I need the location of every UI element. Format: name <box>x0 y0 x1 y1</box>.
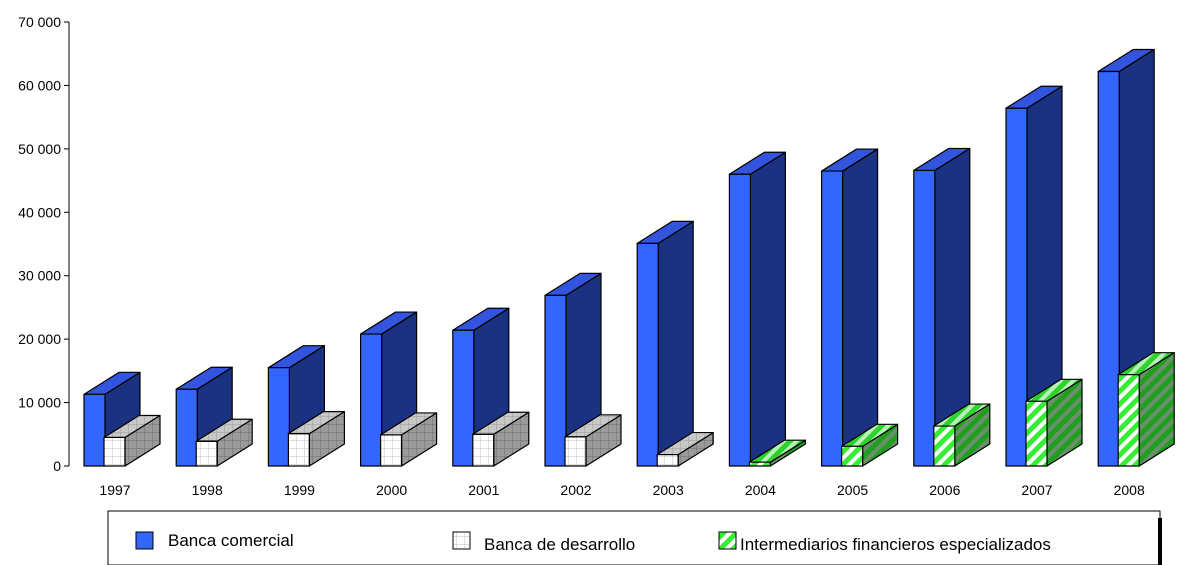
y-tick-label: 0 <box>53 458 61 474</box>
y-tick-label: 70 000 <box>18 14 61 30</box>
bar-banca-comercial-2006 <box>913 147 971 467</box>
legend-swatch-banca-comercial <box>135 531 154 550</box>
bar-banca-desarrollo-2002 <box>564 414 622 467</box>
legend-label-banca-desarrollo: Banca de desarrollo <box>484 535 635 554</box>
legend-label-banca-comercial: Banca comercial <box>168 531 294 550</box>
x-axis-labels: 1997 1998 1999 2000 2001 2002 2003 2004 2005 2006… <box>99 482 1145 498</box>
bar-intermediarios-2007 <box>1025 378 1083 467</box>
bar-intermediarios-2006 <box>933 403 991 467</box>
bar-banca-comercial-2004 <box>728 151 787 467</box>
bar-banca-desarrollo-2001 <box>472 411 530 467</box>
y-tick-label: 50 000 <box>18 141 61 157</box>
y-tick-label: 20 000 <box>18 331 61 347</box>
bar-banca-desarrollo-2000 <box>380 412 438 467</box>
x-tick-label: 2001 <box>468 482 499 498</box>
bar-intermediarios-2004 <box>748 439 807 467</box>
bar-banca-comercial-2005 <box>820 148 879 467</box>
y-axis: 0 10 000 20 000 30 000 40 000 50 000 60 000 70 … <box>18 14 70 474</box>
legend-label-intermediarios: Intermediarios financieros especializado… <box>740 535 1051 554</box>
x-tick-label: 2000 <box>376 482 407 498</box>
x-tick-label: 2004 <box>745 482 776 498</box>
bar-banca-comercial-2003 <box>636 220 694 467</box>
x-tick-label: 1998 <box>192 482 223 498</box>
x-tick-label: 2002 <box>560 482 591 498</box>
bar-intermediarios-2005 <box>840 423 899 467</box>
bar-banca-desarrollo-2003 <box>656 431 714 467</box>
bar-banca-comercial-2001 <box>452 307 510 467</box>
bar-banca-comercial-2002 <box>544 272 602 467</box>
x-tick-label: 2003 <box>653 482 684 498</box>
x-tick-label: 1999 <box>284 482 315 498</box>
bars <box>83 48 1175 467</box>
x-tick-label: 2008 <box>1114 482 1145 498</box>
legend-right-edge <box>1158 518 1162 565</box>
y-tick-label: 30 000 <box>18 268 61 284</box>
legend-swatch-banca-desarrollo-pattern <box>452 531 471 550</box>
y-tick-label: 10 000 <box>18 395 61 411</box>
y-tick-label: 60 000 <box>18 77 61 93</box>
x-tick-label: 1997 <box>99 482 130 498</box>
bar-banca-desarrollo-1999 <box>287 411 345 467</box>
x-tick-label: 2005 <box>837 482 868 498</box>
legend: Banca comercial Banca de desarrollo Inte… <box>107 510 1162 565</box>
x-tick-label: 2007 <box>1021 482 1052 498</box>
x-tick-label: 2006 <box>929 482 960 498</box>
y-tick-label: 40 000 <box>18 204 61 220</box>
legend-swatch-intermediarios <box>718 531 737 550</box>
bar-banca-desarrollo-1998 <box>195 418 253 467</box>
bar-banca-desarrollo-1997 <box>103 414 161 467</box>
bar-intermediarios-2008 <box>1117 352 1175 467</box>
